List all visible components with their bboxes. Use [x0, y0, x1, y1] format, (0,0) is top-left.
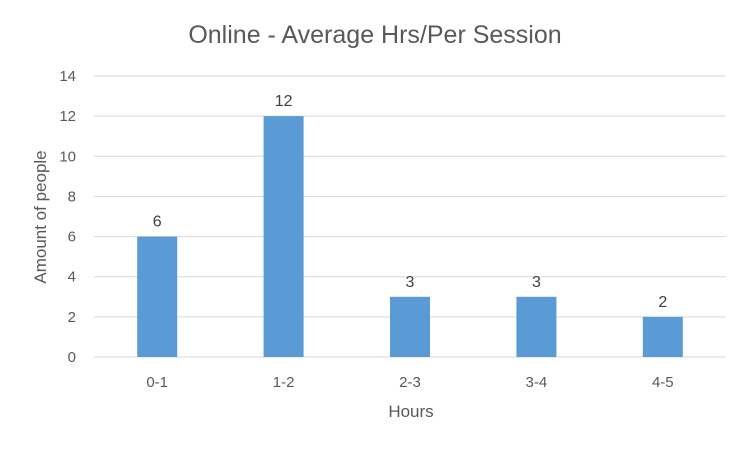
y-tick-label: 12: [59, 108, 76, 125]
y-tick-label: 6: [68, 229, 76, 246]
y-tick-label: 0: [68, 349, 76, 366]
bar-0-1: [137, 236, 178, 357]
bar-3-4: [516, 296, 557, 357]
data-label: 3: [406, 274, 415, 291]
y-tick-label: 14: [59, 68, 76, 85]
bar-1-2: [263, 116, 304, 358]
data-label: 2: [658, 294, 667, 311]
x-tick-label: 1-2: [273, 374, 295, 391]
x-tick-label: 0-1: [146, 374, 168, 391]
data-labels: 6 12 3 3 2: [153, 93, 668, 311]
x-axis-title: Hours: [388, 402, 433, 421]
bar-4-5: [642, 316, 683, 357]
y-axis-title: Amount of people: [31, 150, 50, 283]
gridlines: [94, 75, 726, 358]
y-tick-label: 10: [59, 148, 76, 165]
data-label: 12: [275, 93, 293, 110]
y-axis-ticks: 0 2 4 6 8 10 12 14: [59, 68, 76, 366]
x-axis-ticks: 0-1 1-2 2-3 3-4 4-5: [146, 374, 673, 391]
x-tick-label: 2-3: [399, 374, 421, 391]
data-label: 3: [532, 274, 541, 291]
bars: [137, 116, 683, 358]
chart-title: Online - Average Hrs/Per Session: [188, 21, 561, 49]
x-tick-label: 4-5: [652, 374, 674, 391]
x-tick-label: 3-4: [526, 374, 548, 391]
y-tick-label: 8: [68, 188, 76, 205]
bar-2-3: [390, 296, 430, 357]
y-tick-label: 2: [68, 309, 76, 326]
y-tick-label: 4: [68, 269, 76, 286]
data-label: 6: [153, 214, 162, 231]
